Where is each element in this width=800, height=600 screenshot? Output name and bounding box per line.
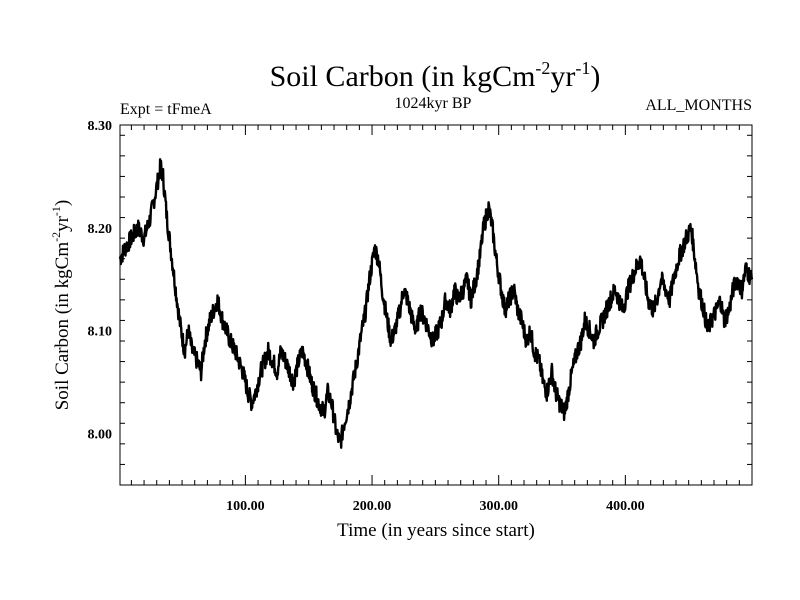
y-tick-label: 8.00	[88, 428, 113, 443]
ylabel-end: )	[52, 200, 73, 206]
ylabel-sup-1: -2	[49, 232, 63, 242]
x-tick-label: 400.00	[606, 499, 645, 514]
title-main: Soil Carbon (in kgCm	[270, 60, 536, 93]
period-label: 1024kyr BP	[395, 95, 472, 112]
x-tick-label: 100.00	[226, 499, 265, 514]
x-axis-label: Time (in years since start)	[337, 520, 535, 541]
y-tick-label: 8.20	[88, 222, 113, 237]
y-tick-label: 8.10	[88, 325, 113, 340]
ylabel-main: Soil Carbon (in kgCm	[52, 242, 73, 411]
series-line	[118, 158, 754, 449]
chart-title: Soil Carbon (in kgCm-2yr-1)	[270, 58, 601, 93]
title-sup-1: -2	[535, 58, 550, 78]
ylabel-sup-2: -1	[49, 206, 63, 216]
y-tick-label: 8.30	[88, 119, 113, 134]
x-tick-label: 300.00	[479, 499, 518, 514]
title-end: )	[590, 60, 600, 93]
x-tick-label: 200.00	[353, 499, 392, 514]
axis-ticks: 100.00 200.00 300.00 400.00 8.00 8.10 8.20 8.30	[88, 119, 752, 514]
months-label: ALL_MONTHS	[645, 97, 752, 114]
y-axis-label: Soil Carbon (in kgCm-2yr-1)	[49, 200, 73, 411]
plot-frame	[119, 124, 753, 486]
experiment-label: Expt = tFmeA	[120, 101, 212, 118]
title-sup-2: -1	[575, 58, 590, 78]
ylabel-mid: yr	[52, 215, 73, 232]
title-mid: yr	[550, 60, 575, 93]
